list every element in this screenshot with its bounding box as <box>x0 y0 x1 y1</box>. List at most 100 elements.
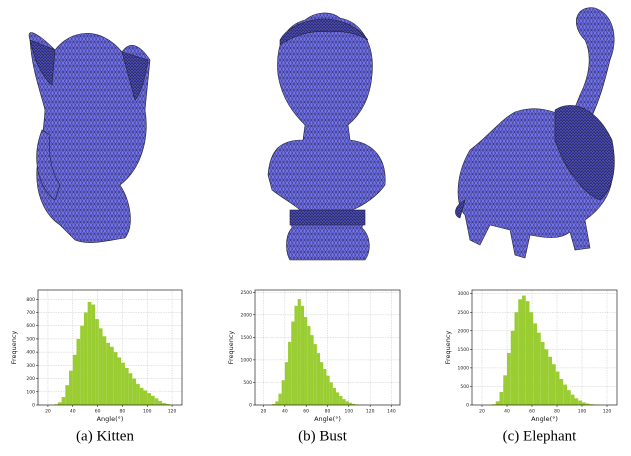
bar <box>496 401 500 405</box>
bar <box>304 317 307 405</box>
bar <box>155 398 159 405</box>
y-tick-label: 400 <box>26 350 35 356</box>
x-tick-label: 20 <box>261 409 267 415</box>
y-axis-label: Frequency <box>227 331 235 365</box>
bar <box>507 353 511 405</box>
x-tick-label: 120 <box>168 409 177 415</box>
y-axis-label: Frequency <box>444 331 452 365</box>
y-tick-label: 2500 <box>458 310 470 316</box>
bar <box>99 328 103 405</box>
x-tick-label: 60 <box>529 409 535 415</box>
x-axis-label: Angle(°) <box>531 415 558 423</box>
bar <box>144 390 148 405</box>
x-tick-label: 20 <box>479 409 485 415</box>
bar <box>537 333 541 405</box>
y-tick-label: 500 <box>26 336 35 342</box>
bar <box>121 363 125 405</box>
bar <box>541 342 545 405</box>
y-tick-label: 500 <box>460 384 469 390</box>
y-tick-label: 1000 <box>458 365 470 371</box>
bar <box>103 336 107 405</box>
bar <box>95 319 99 405</box>
y-tick-label: 800 <box>26 297 35 303</box>
bar <box>275 401 278 405</box>
x-axis-label: Angle(°) <box>314 415 341 423</box>
bar <box>91 305 95 405</box>
y-tick-label: 700 <box>26 310 35 316</box>
bar <box>288 342 291 405</box>
bar <box>326 376 329 405</box>
y-tick-label: 200 <box>26 376 35 382</box>
bar <box>500 392 504 405</box>
bar <box>76 339 80 405</box>
bar <box>62 397 66 405</box>
bar <box>567 390 571 405</box>
y-tick-label: 1500 <box>458 347 470 353</box>
bar <box>151 396 155 405</box>
x-axis-label: Angle(°) <box>97 415 124 423</box>
x-tick-label: 140 <box>387 409 396 415</box>
bar <box>140 388 144 405</box>
y-axis-label: Frequency <box>10 331 18 365</box>
bar <box>339 396 342 405</box>
x-tick-label: 40 <box>504 409 510 415</box>
bar <box>314 344 317 405</box>
y-tick-label: 1500 <box>241 335 253 341</box>
x-tick-label: 100 <box>143 409 152 415</box>
bar <box>282 380 285 405</box>
x-tick-label: 80 <box>554 409 560 415</box>
bar <box>518 299 522 405</box>
x-tick-label: 60 <box>95 409 101 415</box>
y-tick-label: 0 <box>32 403 35 409</box>
x-tick-label: 80 <box>120 409 126 415</box>
y-tick-label: 3000 <box>458 291 470 297</box>
bar <box>533 323 537 405</box>
bar <box>129 373 133 405</box>
x-tick-label: 60 <box>303 409 309 415</box>
bar <box>503 375 507 405</box>
kitten-mesh <box>29 33 150 243</box>
bust-mesh <box>268 13 385 260</box>
y-tick-label: 0 <box>466 403 469 409</box>
bar <box>330 382 333 405</box>
bar <box>317 353 320 405</box>
bar <box>301 306 304 405</box>
bar <box>336 392 339 405</box>
bar <box>132 379 136 405</box>
bar <box>522 296 526 405</box>
y-tick-label: 600 <box>26 323 35 329</box>
bar <box>342 399 345 405</box>
y-tick-label: 2500 <box>241 290 253 296</box>
x-tick-label: 120 <box>603 409 612 415</box>
x-tick-label: 80 <box>325 409 331 415</box>
caption: (b) Bust <box>298 428 348 444</box>
bar <box>65 385 69 405</box>
figure: 010020030040050060070080020406080100120A… <box>0 0 631 456</box>
x-tick-label: 20 <box>45 409 51 415</box>
bar <box>147 393 151 405</box>
bar <box>346 401 349 405</box>
bar <box>158 401 162 405</box>
y-tick-label: 100 <box>26 389 35 395</box>
bar <box>320 362 323 405</box>
bar <box>515 312 519 405</box>
elephant-mesh <box>455 8 614 258</box>
bar <box>136 384 140 405</box>
x-tick-label: 40 <box>282 409 288 415</box>
bar <box>333 388 336 405</box>
bar <box>117 357 121 405</box>
bar <box>556 372 560 405</box>
bar <box>294 306 297 405</box>
bar <box>545 349 549 405</box>
x-tick-label: 100 <box>345 409 354 415</box>
y-tick-label: 0 <box>249 403 252 409</box>
bar <box>88 302 92 405</box>
bar <box>106 343 110 405</box>
bar <box>575 398 579 405</box>
bar <box>110 347 114 405</box>
bar <box>114 352 118 405</box>
x-tick-label: 100 <box>578 409 587 415</box>
bar <box>310 335 313 405</box>
bar <box>560 379 564 405</box>
bar <box>285 362 288 405</box>
